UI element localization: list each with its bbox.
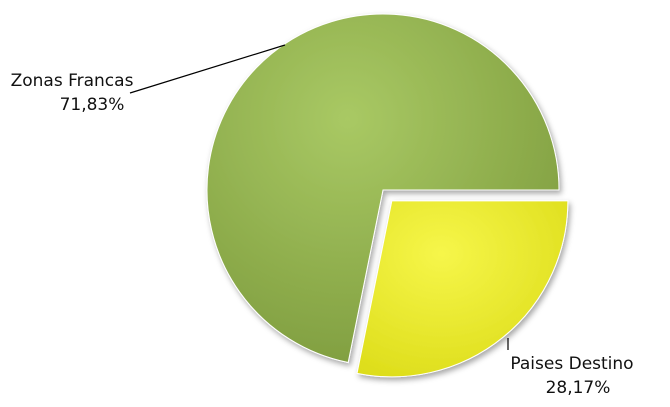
leader-line	[129, 44, 286, 94]
slice-label: Zonas Francas	[11, 71, 134, 91]
slice-value-label: 28,17%	[546, 378, 611, 398]
slice-label: Paises Destino	[510, 354, 633, 374]
pie	[206, 13, 569, 378]
pie-slice	[206, 13, 560, 364]
pie-slice	[356, 200, 569, 378]
slice-value-label: 71,83%	[60, 95, 125, 115]
